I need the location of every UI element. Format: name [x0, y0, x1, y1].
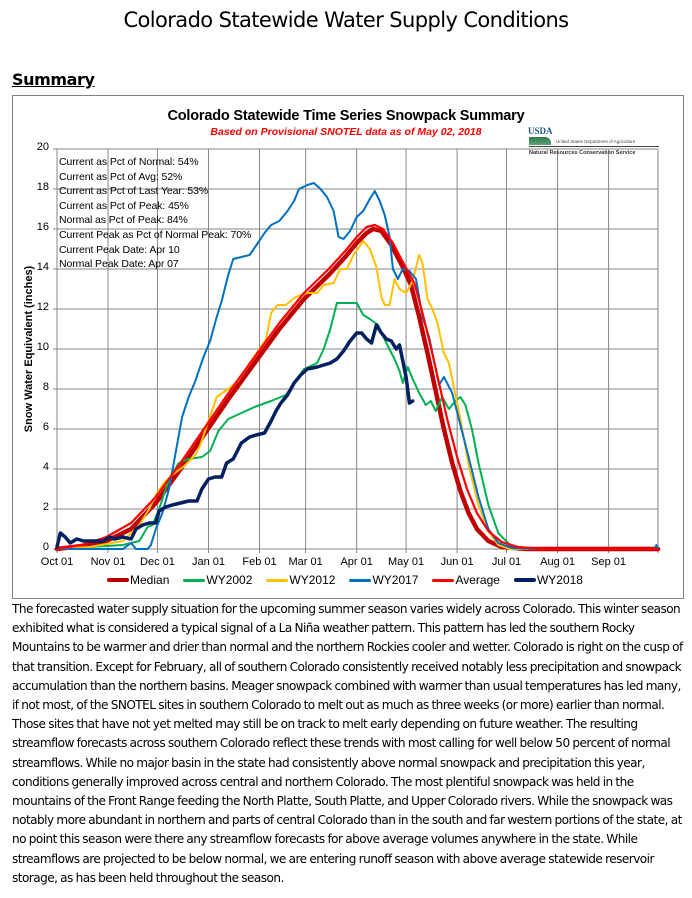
x-tick-label: Feb 01: [242, 556, 277, 568]
legend-label: WY2012: [289, 573, 336, 587]
chart-subtitle: Based on Provisional SNOTEL data as of M…: [210, 126, 482, 138]
usda-logo-mark: [529, 137, 551, 145]
stat-current-pct-last-year: Current as Pct of Last Year: 53%: [59, 185, 209, 198]
legend-swatch: [183, 578, 206, 582]
x-tick-label: Nov 01: [90, 556, 126, 568]
y-tick-label: 2: [42, 501, 49, 513]
y-tick-label: 10: [36, 341, 49, 353]
page-title: Colorado Statewide Water Supply Conditio…: [123, 8, 569, 32]
series-line-wy2012: [56, 240, 659, 550]
nrcs-agency-text: Natural Resources Conservation Service: [529, 150, 636, 156]
legend-item-wy2012: WY2012: [266, 573, 335, 587]
series-line-median: [54, 226, 661, 552]
x-tick-label: Dec 01: [140, 556, 175, 568]
x-tick-label: Oct 01: [40, 556, 74, 568]
stat-current-pct-normal: Current as Pct of Normal: 54%: [59, 156, 199, 168]
legend-swatch: [107, 577, 130, 583]
stat-current-peak-pct-normal-peak: Current Peak as Pct of Normal Peak: 70%: [59, 228, 252, 241]
legend-swatch: [513, 578, 536, 582]
legend-label: WY2018: [536, 573, 583, 587]
x-tick-label: May 01: [388, 556, 425, 568]
series-line-wy2018: [55, 323, 415, 549]
legend-item-wy2018: WY2018: [513, 573, 583, 587]
y-tick-label: 14: [36, 261, 49, 273]
legend-item-average: Average: [432, 573, 500, 587]
series-line-wy2017: [56, 182, 659, 550]
chart-legend: Median WY2002 WY2012 WY2017 Average WY2018: [0, 573, 692, 587]
x-tick-label: Sep 01: [591, 556, 627, 568]
x-tick-label: Mar 01: [288, 556, 323, 568]
usda-department-text: United States Department of Agriculture: [556, 139, 636, 144]
legend-label: WY2017: [372, 573, 419, 587]
legend-swatch: [432, 578, 455, 582]
x-tick-label: Jan 01: [191, 556, 225, 568]
stat-current-peak-date: Current Peak Date: Apr 10: [59, 243, 180, 256]
legend-label: WY2002: [206, 573, 253, 587]
y-tick-label: 4: [42, 461, 49, 473]
usda-logo-text: USDA: [528, 126, 553, 136]
legend-item-wy2002: WY2002: [183, 573, 252, 587]
stat-normal-peak-date: Normal Peak Date: Apr 07: [59, 258, 179, 271]
stats-annotations: Current as Pct of Normal: 54% Current as…: [59, 155, 251, 272]
y-tick-label: 8: [42, 381, 49, 393]
snowpack-chart: [53, 148, 661, 553]
x-tick-label: Aug 01: [540, 556, 575, 568]
x-tick-label: Apr 01: [340, 556, 373, 568]
summary-paragraph: The forecasted water supply situation fo…: [12, 602, 683, 885]
logo-divider: [529, 146, 659, 147]
stat-current-pct-peak: Current as Pct of Peak: 45%: [59, 199, 189, 212]
legend-item-median: Median: [107, 573, 169, 587]
legend-label: Median: [130, 573, 170, 587]
series-line-average: [55, 223, 660, 551]
section-heading-summary: Summary: [12, 70, 95, 89]
x-tick-label: Jul 01: [491, 556, 522, 568]
y-tick-label: 0: [42, 541, 49, 553]
legend-item-wy2017: WY2017: [349, 573, 418, 587]
legend-swatch: [349, 578, 372, 582]
y-tick-label: 18: [36, 181, 49, 193]
chart-series: [54, 182, 661, 552]
y-tick-label: 20: [36, 141, 49, 153]
legend-swatch: [266, 578, 289, 582]
chart-title: Colorado Statewide Time Series Snowpack …: [167, 108, 525, 124]
stat-normal-pct-peak: Normal as Pct of Peak: 84%: [59, 214, 188, 227]
legend-label: Average: [455, 573, 500, 587]
x-tick-label: Jun 01: [440, 556, 474, 568]
y-tick-label: 6: [42, 421, 49, 433]
stat-current-pct-avg: Current as Pct of Avg: 52%: [59, 170, 183, 183]
y-tick-label: 16: [36, 221, 49, 233]
y-tick-label: 12: [36, 301, 49, 313]
